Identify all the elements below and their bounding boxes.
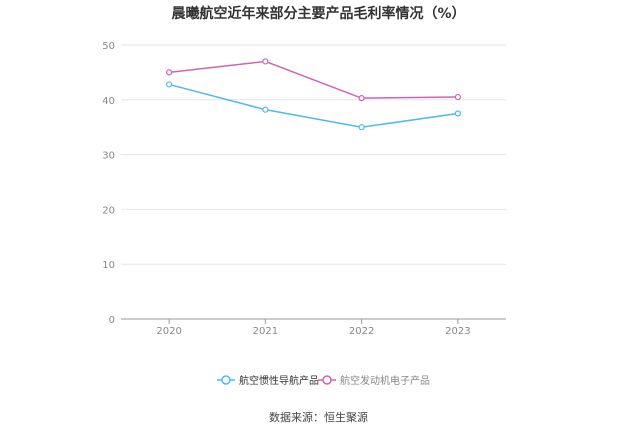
legend: 航空惯性导航产品 航空发动机电子产品 [217, 374, 430, 387]
x-tick-label: 2020 [156, 326, 181, 337]
y-tick-label: 40 [102, 96, 115, 107]
y-tick-label: 50 [102, 41, 115, 52]
data-point [262, 106, 269, 113]
series-line [169, 60, 458, 99]
y-tick-label: 0 [109, 315, 115, 326]
y-tick-label: 20 [102, 205, 115, 216]
legend-swatch-marker [221, 375, 231, 385]
y-tick-label: 30 [102, 151, 115, 162]
chart-title: 晨曦航空近年来部分主要产品毛利率情况（%） [171, 6, 466, 22]
legend-label: 航空惯性导航产品 [239, 374, 319, 387]
legend-label: 航空发动机电子产品 [340, 374, 430, 387]
data-point [166, 69, 173, 76]
series-line [168, 83, 458, 128]
data-point [166, 81, 173, 88]
x-axis: 2020 2021 2022 2023 [121, 318, 506, 337]
data-point [262, 58, 269, 65]
y-axis: 0 10 20 30 40 50 [102, 41, 115, 326]
series-layer [166, 58, 461, 131]
data-point [454, 110, 461, 117]
gridlines [121, 44, 506, 265]
data-point [454, 93, 461, 101]
data-point [358, 95, 365, 102]
x-tick-label: 2022 [349, 326, 374, 337]
legend-swatch-marker [322, 375, 332, 385]
x-tick-label: 2021 [253, 326, 278, 337]
data-point [358, 124, 365, 131]
source-note: 数据来源：恒生聚源 [269, 411, 368, 424]
y-tick-label: 10 [102, 260, 115, 271]
x-tick-label: 2023 [445, 326, 470, 337]
